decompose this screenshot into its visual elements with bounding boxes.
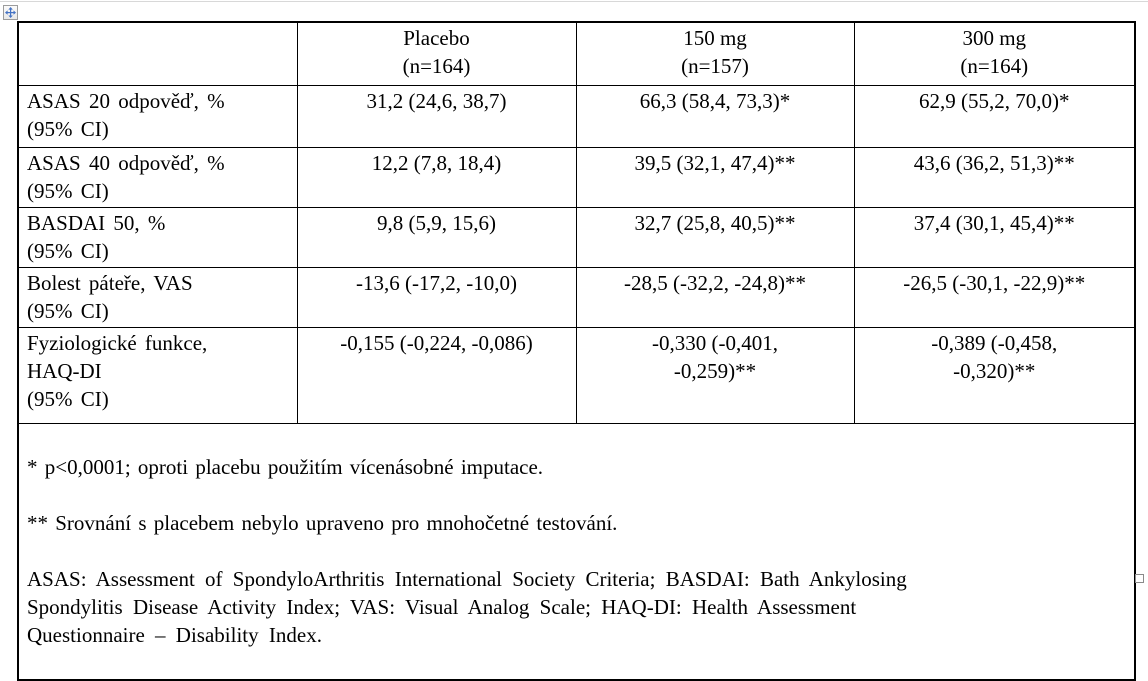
column-header-150mg: 150 mg (n=157) (575, 21, 855, 86)
row-label: Fyziologické funkce, HAQ-DI (95% CI) (17, 326, 298, 424)
column-header-empty (17, 21, 298, 86)
footnote-significance: * p<0,0001; oproti placebu použitím více… (27, 454, 544, 479)
page-top-divider (0, 1, 1148, 2)
row-label: BASDAI 50, % (95% CI) (17, 206, 298, 268)
value-cell: 39,5 (32,1, 47,4)** (575, 146, 855, 208)
table-row-asas40: ASAS 40 odpověď, % (95% CI) 12,2 (7,8, 1… (17, 146, 1136, 208)
row-label: Bolest páteře, VAS (95% CI) (17, 266, 298, 328)
value-cell: -13,6 (-17,2, -10,0) (296, 266, 577, 328)
value-cell: -28,5 (-32,2, -24,8)** (575, 266, 855, 328)
value-cell: 9,8 (5,9, 15,6) (296, 206, 577, 268)
table-row-basdai50: BASDAI 50, % (95% CI) 9,8 (5,9, 15,6) 32… (17, 206, 1136, 268)
value-cell: 12,2 (7,8, 18,4) (296, 146, 577, 208)
value-cell: 62,9 (55,2, 70,0)* (853, 84, 1136, 148)
value-cell: -26,5 (-30,1, -22,9)** (853, 266, 1136, 328)
value-cell: 32,7 (25,8, 40,5)** (575, 206, 855, 268)
footnote-abbreviations: ASAS: Assessment of SpondyloArthritis In… (27, 566, 907, 647)
table-row-fyziologicke-funkce: Fyziologické funkce, HAQ-DI (95% CI) -0,… (17, 326, 1136, 424)
four-way-move-arrow-icon (5, 7, 16, 18)
footnote-cell: * p<0,0001; oproti placebu použitím více… (17, 422, 1136, 680)
table-row-bolest-patere: Bolest páteře, VAS (95% CI) -13,6 (-17,2… (17, 266, 1136, 328)
column-header-placebo: Placebo (n=164) (296, 21, 577, 86)
value-cell: 43,6 (36,2, 51,3)** (853, 146, 1136, 208)
value-cell: 66,3 (58,4, 73,3)* (575, 84, 855, 148)
table-footnote-row: * p<0,0001; oproti placebu použitím více… (17, 422, 1136, 680)
value-cell: -0,389 (-0,458, -0,320)** (853, 326, 1136, 424)
table-resize-handle[interactable] (1135, 574, 1144, 583)
table-move-handle[interactable] (3, 5, 18, 20)
column-header-300mg: 300 mg (n=164) (853, 21, 1136, 86)
value-cell: -0,330 (-0,401, -0,259)** (575, 326, 855, 424)
table-row-asas20: ASAS 20 odpověď, % (95% CI) 31,2 (24,6, … (17, 84, 1136, 148)
value-cell: 37,4 (30,1, 45,4)** (853, 206, 1136, 268)
footnote-comparison: ** Srovnání s placebem nebylo upraveno p… (27, 510, 618, 535)
row-label: ASAS 40 odpověď, % (95% CI) (17, 146, 298, 208)
value-cell: -0,155 (-0,224, -0,086) (296, 326, 577, 424)
value-cell: 31,2 (24,6, 38,7) (296, 84, 577, 148)
results-table: Placebo (n=164) 150 mg (n=157) 300 mg (n… (17, 21, 1136, 681)
row-label: ASAS 20 odpověď, % (95% CI) (17, 84, 298, 148)
table-header-row: Placebo (n=164) 150 mg (n=157) 300 mg (n… (17, 21, 1136, 86)
